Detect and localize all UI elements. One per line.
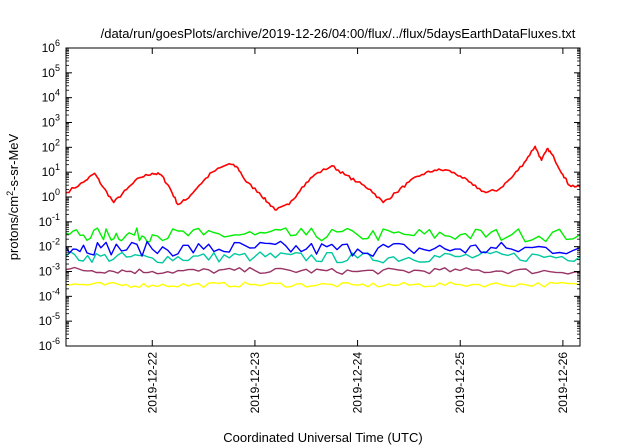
chart-title: /data/run/goesPlots/archive/2019-12-26/0… bbox=[101, 26, 576, 41]
y-tick-label: 102 bbox=[42, 137, 60, 154]
y-tick-label: 10-1 bbox=[39, 212, 60, 229]
x-tick-label: 2019-12-25 bbox=[453, 352, 467, 414]
x-axis: 2019-12-22 2019-12-23 2019-12-24 2019-12-25… bbox=[145, 48, 570, 413]
series-layer bbox=[65, 145, 581, 289]
y-axis-label-rest: -s-sr-MeV bbox=[6, 133, 21, 190]
y-tick-label: 101 bbox=[42, 162, 60, 179]
series-line bbox=[65, 227, 581, 243]
x-tick-label: 2019-12-23 bbox=[248, 352, 262, 414]
series-line bbox=[65, 240, 581, 257]
y-axis-label-sup: 2 bbox=[5, 191, 15, 196]
y-tick-label: 100 bbox=[42, 187, 60, 204]
y-tick-label: 10-4 bbox=[39, 286, 60, 303]
y-axis: 10-6 10-5 10-4 10-3 10-2 10-1 100 101 102 103 104 1… bbox=[39, 38, 580, 353]
x-tick-label: 2019-12-22 bbox=[145, 352, 159, 414]
y-tick-label: 10-2 bbox=[39, 237, 60, 254]
x-tick-label: 2019-12-24 bbox=[351, 352, 365, 414]
series-line bbox=[65, 266, 581, 275]
x-axis-label: Coordinated Universal Time (UTC) bbox=[223, 430, 422, 445]
y-tick-label: 105 bbox=[42, 63, 60, 80]
series-line bbox=[65, 281, 581, 289]
y-tick-label: 104 bbox=[42, 88, 60, 105]
plot-frame bbox=[65, 47, 581, 347]
x-tick-label: 2019-12-26 bbox=[556, 352, 570, 414]
y-tick-label: 103 bbox=[42, 113, 60, 130]
y-tick-label: 10-6 bbox=[39, 336, 60, 353]
y-tick-label: 10-3 bbox=[39, 262, 60, 279]
y-axis-label-main: protons/cm bbox=[6, 196, 21, 260]
y-tick-label: 10-5 bbox=[39, 311, 60, 328]
series-line bbox=[65, 145, 581, 211]
series-line bbox=[65, 250, 581, 264]
y-tick-label: 106 bbox=[42, 38, 60, 55]
y-axis-label: protons/cm2-s-sr-MeV bbox=[5, 133, 21, 260]
